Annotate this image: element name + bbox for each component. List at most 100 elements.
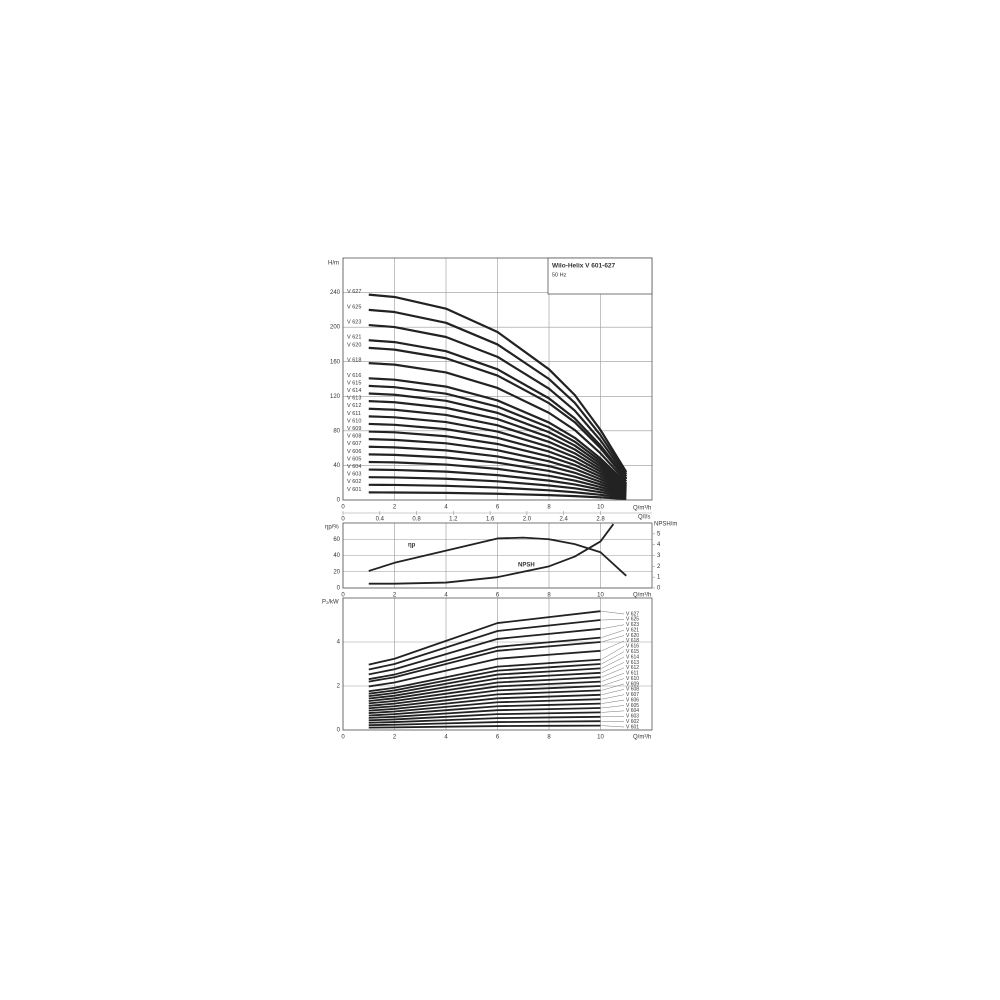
curve-label: V 607	[347, 441, 361, 447]
y-tick-label: 40	[333, 553, 340, 559]
curve	[368, 468, 627, 497]
curve-label: V 609	[626, 681, 639, 687]
curve	[368, 523, 615, 585]
y-tick-label: 120	[330, 394, 341, 400]
x2-tick-label: 0.4	[376, 517, 385, 523]
leader-line	[601, 629, 625, 638]
y2-axis-label: NPSH/m	[654, 522, 677, 528]
curve-label: V 601	[626, 724, 639, 730]
x-tick-label: 2	[393, 735, 397, 741]
curve	[368, 649, 601, 688]
curve-label: V 610	[347, 418, 361, 424]
curve	[368, 377, 628, 485]
curve	[368, 658, 601, 693]
curve-label: V 604	[626, 708, 639, 714]
leader-line	[601, 619, 625, 621]
x-tick-label: 4	[444, 593, 448, 599]
y2-tick-label: 2	[657, 564, 661, 570]
curve-label: V 605	[626, 703, 639, 709]
curve	[368, 293, 628, 473]
curve-label: V 605	[347, 456, 361, 462]
curve-label: V 613	[347, 396, 361, 402]
curve	[368, 422, 627, 491]
curve	[368, 384, 627, 486]
curve	[368, 536, 627, 577]
leader-line	[601, 683, 625, 691]
curve-label: V 603	[626, 714, 639, 720]
chart-subtitle: 50 Hz	[552, 272, 567, 278]
x-tick-label: 6	[496, 735, 500, 741]
curve-label: V 620	[347, 342, 361, 348]
y-tick-label: 240	[330, 290, 341, 296]
leader-line	[601, 672, 625, 682]
x-tick-label: 6	[496, 505, 500, 511]
curve	[368, 476, 627, 498]
curve	[368, 308, 628, 475]
x2-tick-label: 2.4	[560, 517, 569, 523]
leader-line	[601, 715, 625, 718]
x-tick-label: 4	[444, 735, 448, 741]
y-tick-label: 80	[333, 428, 340, 434]
y-tick-label: 60	[333, 537, 340, 543]
curve-label: V 625	[626, 617, 639, 623]
y-tick-label: 0	[337, 728, 341, 734]
x2-tick-label: 2.8	[596, 517, 605, 523]
plot-frame	[342, 257, 653, 501]
curve	[368, 724, 601, 729]
curve-label: V 609	[347, 426, 361, 432]
curve	[368, 671, 601, 700]
leader-line	[601, 646, 625, 660]
curve	[368, 453, 627, 495]
x-tick-label: 10	[597, 593, 604, 599]
curve-label: V 620	[626, 633, 639, 639]
x-tick-label: 8	[547, 593, 551, 599]
curve	[368, 460, 627, 496]
curve	[368, 693, 601, 712]
curve	[368, 680, 601, 705]
x-axis-label: Q/m³/h	[633, 506, 651, 512]
y-axis-label: P₂/kW	[322, 600, 339, 606]
curve-label: V 621	[347, 335, 361, 341]
y-tick-label: 2	[337, 684, 341, 690]
curve-label: V 612	[626, 665, 639, 671]
curve	[368, 445, 627, 494]
leader-line	[601, 694, 625, 700]
x-tick-label: 8	[547, 735, 551, 741]
curve	[368, 715, 601, 724]
y-axis-label: H/m	[328, 261, 339, 267]
curve-label: V 602	[347, 479, 361, 485]
curve	[368, 362, 628, 483]
curve	[368, 685, 601, 707]
curve	[368, 400, 627, 488]
curve	[368, 392, 627, 487]
curve	[368, 636, 601, 681]
curve	[368, 610, 601, 666]
leader-line	[601, 662, 625, 674]
x-tick-label: 10	[597, 735, 604, 741]
curve	[368, 483, 627, 500]
curve-label: V 602	[626, 719, 639, 725]
x2-tick-label: 0.8	[412, 517, 421, 523]
curve	[368, 689, 601, 710]
x-tick-label: 6	[496, 593, 500, 599]
curve	[368, 339, 628, 479]
leader-line	[601, 640, 625, 652]
leader-line	[601, 678, 625, 687]
curve-label: V 601	[347, 487, 361, 493]
curve-label: V 603	[347, 472, 361, 478]
curve-label: ηp	[408, 543, 416, 549]
x2-tick-label: 2.0	[523, 517, 532, 523]
x-tick-label: 4	[444, 505, 448, 511]
curve-label: V 606	[626, 697, 639, 703]
leader-line	[601, 705, 625, 709]
x-tick-label: 2	[393, 593, 397, 599]
curve-label: V 608	[347, 434, 361, 440]
curve	[368, 707, 601, 719]
curve	[368, 491, 627, 501]
curve-label: V 604	[347, 464, 361, 470]
header-box	[547, 257, 653, 295]
leader-line	[601, 635, 625, 643]
curve-label: V 616	[347, 373, 361, 379]
leader-line	[601, 651, 625, 665]
